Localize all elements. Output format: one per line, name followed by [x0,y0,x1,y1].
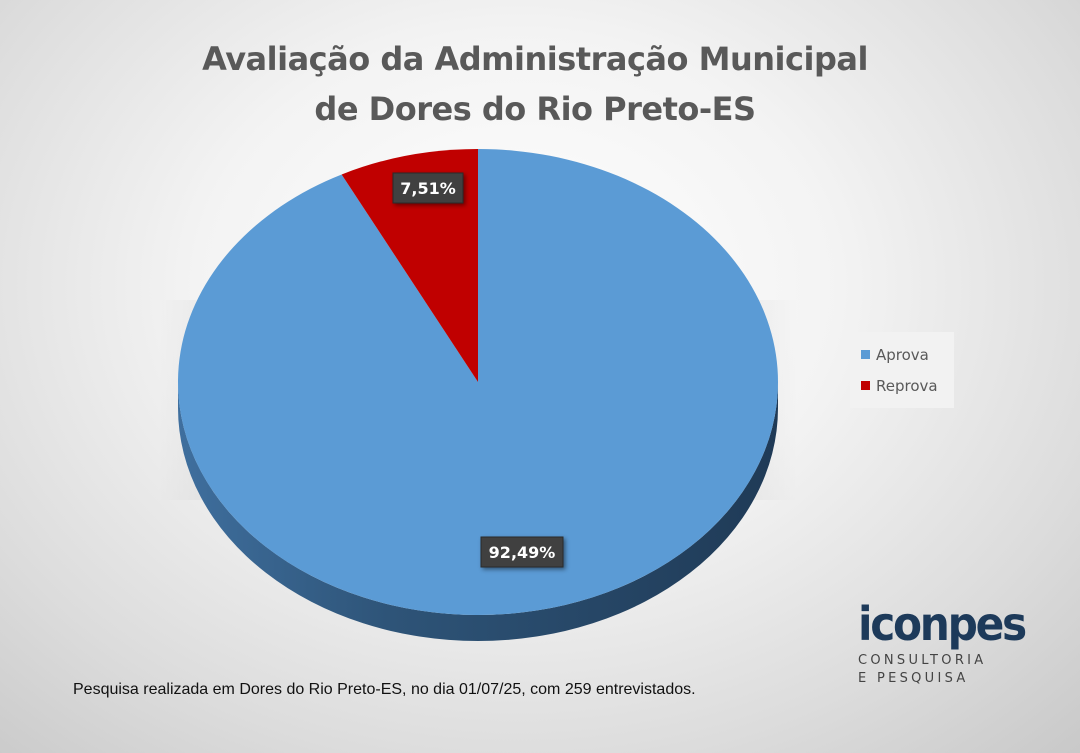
logo-subtitle-1: CONSULTORIA [858,653,987,668]
legend-item-reprova: Reprova [861,370,954,401]
legend-swatch-reprova [861,381,870,390]
legend-label-aprova: Aprova [876,345,929,364]
data-label-box-aprova [480,536,564,568]
pie-slice-reprova [341,149,478,382]
logo-wordmark: iconpes [858,597,1027,651]
company-logo: iconpes CONSULTORIA E PESQUISA [858,596,1039,688]
legend-label-reprova: Reprova [876,376,938,395]
data-label-aprova: 92,49% [489,543,556,562]
footnote: Pesquisa realizada em Dores do Rio Preto… [73,681,696,698]
chart-title-line-1: Avaliação da Administração Municipal [202,40,868,78]
legend: Aprova Reprova [850,332,954,408]
legend-item-aprova: Aprova [861,339,954,370]
data-label-box-reprova [392,172,464,204]
chart-title-line-2: de Dores do Rio Preto-ES [314,90,756,128]
legend-swatch-aprova [861,350,870,359]
data-label-reprova: 7,51% [400,179,456,198]
logo-subtitle-2: E PESQUISA [858,671,969,686]
chart-title: Avaliação da Administração Municipal de … [140,34,930,134]
pie-slice-aprova [178,149,779,616]
